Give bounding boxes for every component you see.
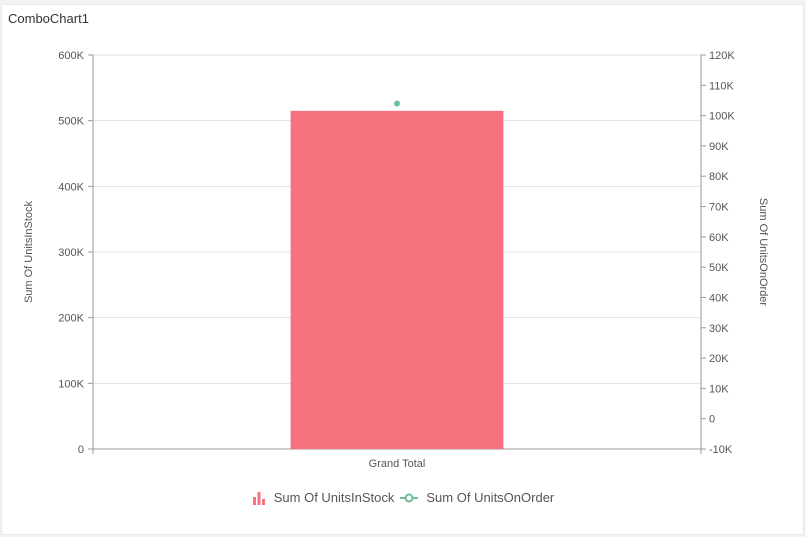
y2-axis-tick-label: 60K — [709, 232, 729, 244]
y2-axis-tick-label: 0 — [709, 414, 715, 426]
legend-item-units-on-order[interactable]: Sum Of UnitsOnOrder — [400, 490, 554, 505]
bar-chart-icon — [252, 491, 265, 505]
y2-axis-tick-label: 70K — [709, 202, 729, 214]
x-axis-tick-label: Grand Total — [369, 458, 426, 470]
y2-axis-tick-label: 50K — [709, 262, 729, 274]
y-axis-tick-label: 200K — [58, 313, 84, 325]
y-axis-tick-label: 300K — [58, 247, 84, 259]
chart-legend: Sum Of UnitsInStock Sum Of UnitsOnOrder — [0, 490, 806, 505]
y2-axis-tick-label: 110K — [709, 80, 735, 92]
y-axis-tick-label: 100K — [58, 378, 84, 390]
y2-axis-tick-label: -10K — [709, 444, 733, 456]
y2-axis-tick-label: 100K — [709, 111, 735, 123]
panel-title: ComboChart1 — [8, 11, 89, 26]
y-axis-tick-label: 400K — [58, 181, 84, 193]
legend-label-units-in-stock: Sum Of UnitsInStock — [273, 490, 395, 505]
y2-axis-title: Sum Of UnitsOnOrder — [757, 198, 769, 307]
y2-axis-tick-label: 40K — [709, 292, 729, 304]
y2-axis-tick-label: 30K — [709, 323, 729, 335]
y-axis-tick-label: 0 — [78, 444, 84, 456]
y2-axis-tick-label: 80K — [709, 171, 729, 183]
y2-axis-tick-label: 90K — [709, 141, 729, 153]
y-axis-tick-label: 600K — [58, 50, 84, 62]
y-axis-tick-label: 500K — [58, 116, 84, 128]
line-marker-icon — [400, 493, 419, 502]
legend-label-units-on-order: Sum Of UnitsOnOrder — [426, 490, 555, 505]
y-axis-title: Sum Of UnitsInStock — [23, 200, 35, 303]
y2-axis-tick-label: 20K — [709, 353, 729, 365]
y2-axis-tick-label: 120K — [709, 50, 735, 62]
y2-axis-tick-label: 10K — [709, 383, 729, 395]
bar — [290, 110, 504, 450]
legend-item-units-in-stock[interactable]: Sum Of UnitsInStock — [252, 490, 395, 505]
line-point — [394, 100, 400, 107]
